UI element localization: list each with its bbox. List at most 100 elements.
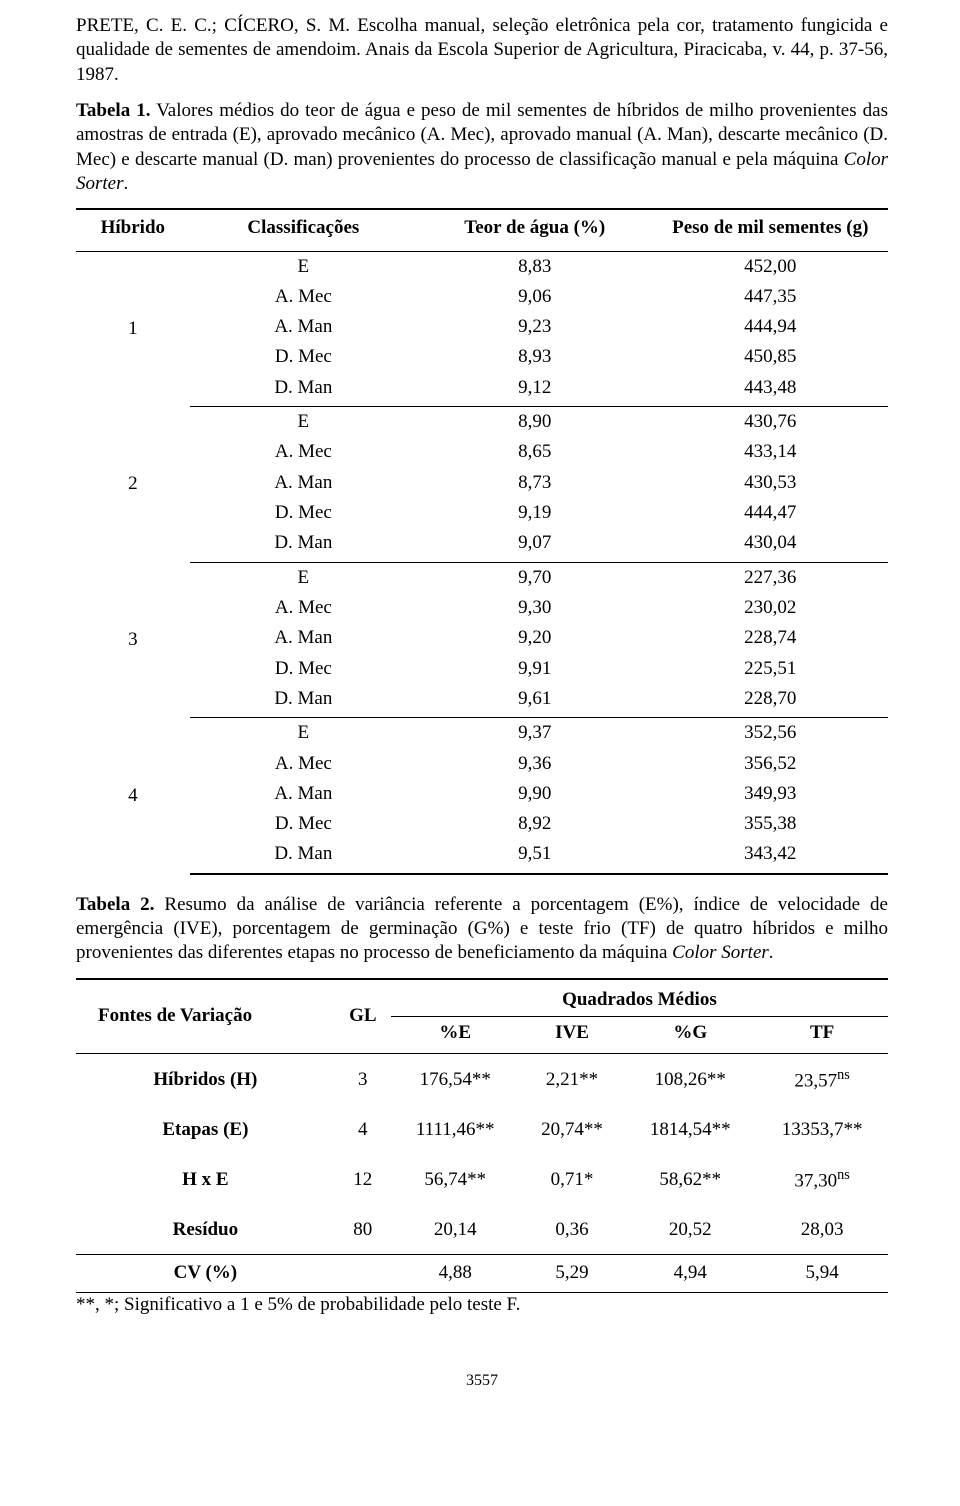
table1-caption: Tabela 1. Valores médios do teor de água… xyxy=(76,99,888,196)
table1-header-peso: Peso de mil sementes (g) xyxy=(653,209,889,251)
table1-peso-cell: 356,52 xyxy=(653,749,889,779)
table2-value-cell: 2,21** xyxy=(520,1054,625,1106)
table2-header-gl: GL xyxy=(335,979,391,1054)
table1-cls-cell: E xyxy=(190,718,417,749)
table1-peso-cell: 443,48 xyxy=(653,373,889,407)
table1-cls-cell: A. Mec xyxy=(190,437,417,467)
table1-teor-cell: 9,90 xyxy=(417,779,652,809)
table2-tf-cell: 37,30ns xyxy=(756,1154,888,1206)
table2-value-cell: 20,14 xyxy=(391,1206,520,1255)
table2-value-cell: 176,54** xyxy=(391,1054,520,1106)
table1-hybrid-cell: 4 xyxy=(76,718,190,874)
table2-value-cell: 80 xyxy=(335,1206,391,1255)
table1-teor-cell: 9,91 xyxy=(417,654,652,684)
table1-header-teor: Teor de água (%) xyxy=(417,209,652,251)
table1-teor-cell: 8,93 xyxy=(417,342,652,372)
table2-value-cell: 3 xyxy=(335,1054,391,1106)
table1-teor-cell: 9,06 xyxy=(417,282,652,312)
table1-teor-cell: 9,51 xyxy=(417,839,652,873)
table2-value-cell: 108,26** xyxy=(624,1054,756,1106)
table1-cls-cell: D. Man xyxy=(190,373,417,407)
table2-value-cell: 58,62** xyxy=(624,1154,756,1206)
table1-hybrid-cell: 1 xyxy=(76,251,190,407)
table1-peso-cell: 444,94 xyxy=(653,312,889,342)
table2-footnote: **, *; Significativo a 1 e 5% de probabi… xyxy=(76,1293,888,1317)
table2-value-cell: 0,71* xyxy=(520,1154,625,1206)
table2-label-cell: H x E xyxy=(76,1154,335,1206)
table1-cls-cell: A. Man xyxy=(190,468,417,498)
table1-peso-cell: 230,02 xyxy=(653,593,889,623)
table1-cls-cell: D. Mec xyxy=(190,498,417,528)
table2-value-cell: 4 xyxy=(335,1106,391,1154)
table1-peso-cell: 352,56 xyxy=(653,718,889,749)
table2-value-cell: 1814,54** xyxy=(624,1106,756,1154)
table1-teor-cell: 9,07 xyxy=(417,528,652,562)
table2-header-fv: Fontes de Variação xyxy=(76,979,335,1054)
table1-cls-cell: A. Mec xyxy=(190,593,417,623)
table2-header-qm: Quadrados Médios xyxy=(391,979,888,1017)
table2-label-cell: Híbridos (H) xyxy=(76,1054,335,1106)
table2-label-cell: Resíduo xyxy=(76,1206,335,1255)
table1-teor-cell: 9,23 xyxy=(417,312,652,342)
table2: Fontes de Variação GL Quadrados Médios %… xyxy=(76,978,888,1293)
table1-teor-cell: 9,12 xyxy=(417,373,652,407)
table1-peso-cell: 430,04 xyxy=(653,528,889,562)
table2-value-cell: 56,74** xyxy=(391,1154,520,1206)
table1: Híbrido Classificações Teor de água (%) … xyxy=(76,208,888,875)
table2-cv-cell: 5,29 xyxy=(520,1255,625,1292)
table2-label-cell: Etapas (E) xyxy=(76,1106,335,1154)
table1-cls-cell: D. Mec xyxy=(190,342,417,372)
table1-hybrid-cell: 2 xyxy=(76,407,190,563)
table1-cls-cell: A. Mec xyxy=(190,282,417,312)
table1-peso-cell: 355,38 xyxy=(653,809,889,839)
table1-teor-cell: 9,70 xyxy=(417,562,652,593)
table1-hybrid-cell: 3 xyxy=(76,562,190,718)
table1-cls-cell: D. Man xyxy=(190,839,417,873)
table1-peso-cell: 227,36 xyxy=(653,562,889,593)
table1-peso-cell: 430,53 xyxy=(653,468,889,498)
table2-value-cell: 20,74** xyxy=(520,1106,625,1154)
table1-peso-cell: 433,14 xyxy=(653,437,889,467)
table1-cls-cell: D. Man xyxy=(190,528,417,562)
table1-caption-end: . xyxy=(124,173,129,194)
table1-header-classif: Classificações xyxy=(190,209,417,251)
table1-teor-cell: 9,20 xyxy=(417,623,652,653)
table1-peso-cell: 228,70 xyxy=(653,684,889,718)
table1-cls-cell: E xyxy=(190,251,417,282)
table1-teor-cell: 8,92 xyxy=(417,809,652,839)
table1-cls-cell: A. Man xyxy=(190,312,417,342)
table2-header-g: %G xyxy=(624,1017,756,1054)
table1-header-hibrido: Híbrido xyxy=(76,209,190,251)
table1-teor-cell: 9,61 xyxy=(417,684,652,718)
table1-caption-label: Tabela 1. xyxy=(76,100,151,121)
table1-teor-cell: 9,36 xyxy=(417,749,652,779)
table2-header-tf: TF xyxy=(756,1017,888,1054)
table2-caption-end: . xyxy=(769,942,774,963)
reference-paragraph: PRETE, C. E. C.; CÍCERO, S. M. Escolha m… xyxy=(76,14,888,87)
table2-cv-label: CV (%) xyxy=(76,1255,335,1292)
table1-teor-cell: 9,19 xyxy=(417,498,652,528)
page-number: 3557 xyxy=(76,1371,888,1391)
table2-value-cell: 0,36 xyxy=(520,1206,625,1255)
table2-tf-cell: 28,03 xyxy=(756,1206,888,1255)
table2-cv-cell: 4,88 xyxy=(391,1255,520,1292)
table1-peso-cell: 444,47 xyxy=(653,498,889,528)
table2-caption-label: Tabela 2. xyxy=(76,894,154,915)
table1-caption-text: Valores médios do teor de água e peso de… xyxy=(76,100,888,170)
table1-cls-cell: D. Mec xyxy=(190,654,417,684)
table2-value-cell: 1111,46** xyxy=(391,1106,520,1154)
table1-peso-cell: 452,00 xyxy=(653,251,889,282)
table2-caption-italic: Color Sorter xyxy=(672,942,769,963)
table1-peso-cell: 447,35 xyxy=(653,282,889,312)
table2-cv-cell xyxy=(335,1255,391,1292)
table1-peso-cell: 349,93 xyxy=(653,779,889,809)
table1-cls-cell: D. Man xyxy=(190,684,417,718)
table1-peso-cell: 430,76 xyxy=(653,407,889,438)
table1-teor-cell: 9,30 xyxy=(417,593,652,623)
table2-cv-cell: 4,94 xyxy=(624,1255,756,1292)
table1-peso-cell: 225,51 xyxy=(653,654,889,684)
table1-peso-cell: 343,42 xyxy=(653,839,889,873)
table1-teor-cell: 8,65 xyxy=(417,437,652,467)
table2-cv-cell: 5,94 xyxy=(756,1255,888,1292)
table1-teor-cell: 8,73 xyxy=(417,468,652,498)
